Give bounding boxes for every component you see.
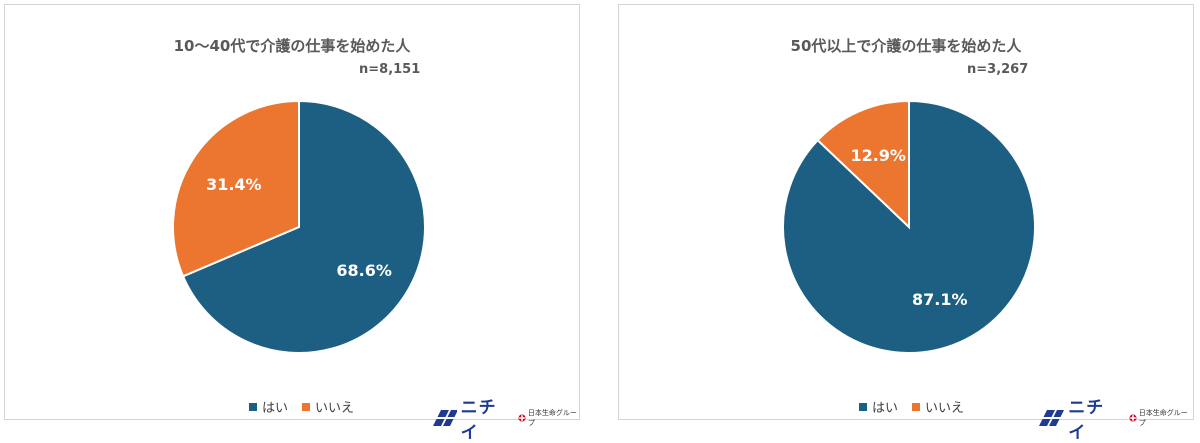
legend-item-no: いいえ bbox=[912, 397, 964, 416]
slice-yes bbox=[181, 99, 426, 354]
chart-title: 10〜40代で介護の仕事を始めた人 bbox=[173, 37, 411, 55]
nichii-logo: ニチイ 日本生命グループ bbox=[429, 393, 579, 443]
nichii-logo: ニチイ 日本生命グループ bbox=[1035, 393, 1193, 443]
pie-chart: 87.1% 12.9% bbox=[782, 99, 1036, 354]
logo-group-text: 日本生命グループ bbox=[527, 409, 577, 427]
sample-size-label: n=8,151 bbox=[359, 62, 421, 77]
legend-swatch-no bbox=[912, 402, 921, 411]
data-label-no: 31.4% bbox=[206, 175, 262, 194]
legend: はい いいえ bbox=[249, 397, 354, 416]
legend-item-yes: はい bbox=[249, 397, 288, 416]
chart-panel-senior: 50代以上で介護の仕事を始めた人 n=3,267 87.1% 12.9% はい い… bbox=[618, 4, 1194, 443]
logo-group: 日本生命グループ bbox=[518, 408, 579, 428]
legend-swatch-yes bbox=[859, 402, 867, 411]
nichii-mark-icon bbox=[429, 410, 457, 426]
legend-label-no: いいえ bbox=[925, 401, 965, 416]
legend-swatch-yes bbox=[249, 402, 257, 411]
nissay-mark-icon bbox=[518, 414, 526, 422]
legend-label-yes: はい bbox=[872, 401, 899, 416]
legend-item-no: いいえ bbox=[302, 397, 354, 416]
sample-size-label: n=3,267 bbox=[967, 62, 1029, 77]
logo-wordmark: ニチイ bbox=[460, 398, 497, 443]
legend: はい いいえ bbox=[859, 397, 964, 416]
logo-group-text: 日本生命グループ bbox=[1138, 409, 1188, 427]
pie-chart: 68.6% 31.4% bbox=[172, 99, 426, 354]
legend-label-yes: はい bbox=[262, 401, 289, 416]
slice-no bbox=[816, 99, 910, 230]
nichii-mark-icon bbox=[1035, 410, 1065, 426]
legend-item-yes: はい bbox=[859, 397, 898, 416]
data-label-no: 12.9% bbox=[850, 146, 906, 165]
slice-no bbox=[172, 99, 300, 278]
chart-title: 50代以上で介護の仕事を始めた人 bbox=[790, 37, 1022, 55]
data-label-yes: 87.1% bbox=[912, 290, 968, 309]
legend-swatch-no bbox=[302, 402, 311, 411]
data-label-yes: 68.6% bbox=[336, 261, 392, 280]
chart-panel-young: 10〜40代で介護の仕事を始めた人 n=8,151 68.6% 31.4% はい … bbox=[4, 4, 580, 443]
logo-group: 日本生命グループ bbox=[1129, 408, 1193, 428]
nissay-mark-icon bbox=[1129, 414, 1137, 422]
legend-label-no: いいえ bbox=[315, 401, 355, 416]
logo-wordmark: ニチイ bbox=[1068, 398, 1105, 443]
